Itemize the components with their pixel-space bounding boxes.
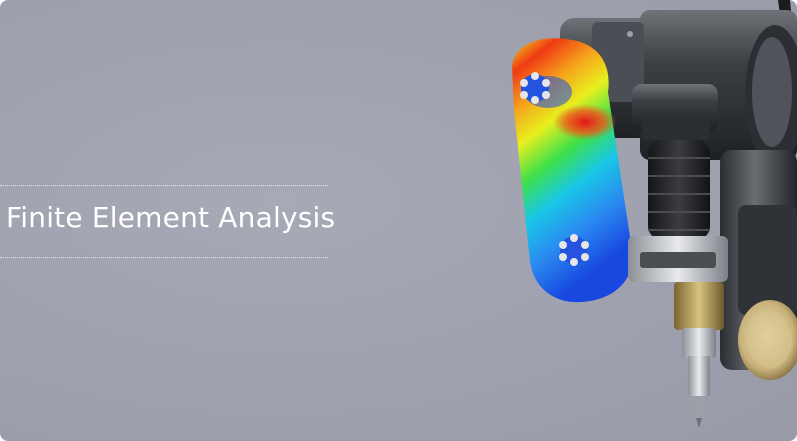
bottom-dotted-divider (0, 257, 328, 258)
top-dotted-divider (0, 185, 328, 186)
banner-title: Finite Element Analysis (6, 201, 336, 234)
